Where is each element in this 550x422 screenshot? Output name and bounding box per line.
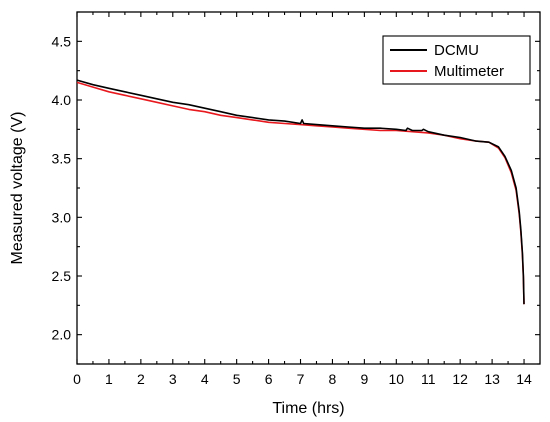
y-tick-label: 4.5: [52, 33, 72, 49]
legend-label-dcmu: DCMU: [434, 42, 479, 59]
series-line-dcmu: [76, 79, 525, 305]
x-tick-label: 10: [389, 371, 405, 387]
x-tick-label: 13: [484, 371, 500, 387]
x-tick-label: 8: [329, 371, 337, 387]
x-tick-label: 14: [516, 371, 532, 387]
x-tick-label: 3: [169, 371, 177, 387]
x-tick-label: 11: [421, 371, 436, 387]
x-tick-label: 9: [360, 371, 368, 387]
series-line-multimeter: [76, 81, 525, 305]
y-tick-label: 2.5: [52, 268, 72, 284]
y-axis-title: Measured voltage (V): [9, 112, 26, 265]
x-tick-label: 0: [73, 371, 81, 387]
x-tick-label: 12: [452, 371, 468, 387]
series-layer: [76, 79, 525, 305]
y-axis: 2.0 2.5 3.0 3.5 4.0 4.5: [52, 11, 540, 365]
y-tick-label: 2.0: [52, 327, 72, 343]
x-tick-label: 1: [105, 371, 113, 387]
x-tick-label: 2: [137, 371, 145, 387]
y-tick-label: 3.5: [52, 151, 72, 167]
x-tick-label: 5: [233, 371, 241, 387]
x-axis-title: Time (hrs): [272, 400, 344, 417]
x-tick-label: 6: [265, 371, 273, 387]
legend-box: [382, 35, 531, 85]
legend: DCMU Multimeter: [382, 35, 531, 85]
x-tick-label: 7: [297, 371, 305, 387]
y-tick-label: 4.0: [52, 92, 72, 108]
x-tick-label: 4: [201, 371, 209, 387]
y-tick-label: 3.0: [52, 209, 72, 225]
legend-label-multimeter: Multimeter: [434, 63, 504, 80]
x-axis: 0 1 2 3 4 5 6 7 8 9 10 11 12 13 14: [73, 12, 532, 387]
